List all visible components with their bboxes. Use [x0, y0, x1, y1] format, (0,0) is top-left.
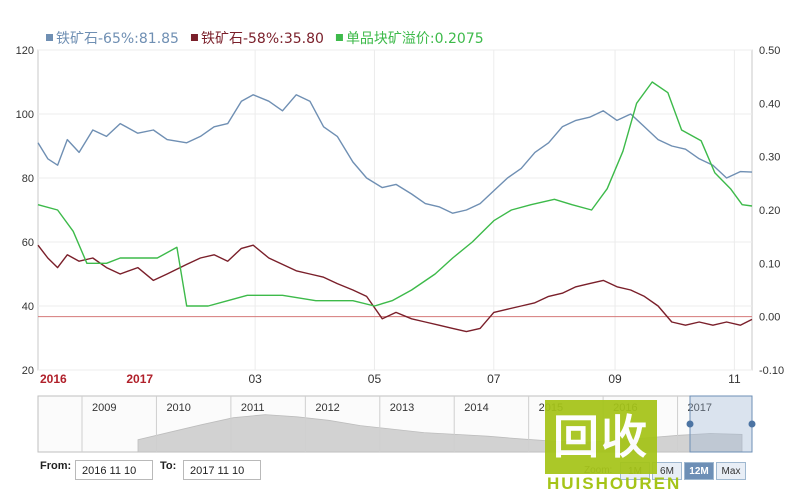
x-axis-tick-label: 03: [248, 372, 262, 386]
navigator-year-label: 2017: [688, 402, 712, 414]
navigator-year-label: 2011: [241, 402, 265, 414]
series-line-1: [37, 94, 753, 214]
grid: [38, 49, 752, 371]
right-axis-tick-label: 0.20: [759, 205, 780, 217]
zoom-max-button[interactable]: Max: [716, 462, 746, 480]
legend: 铁矿石-65%:81.85 铁矿石-58%:35.80 单品块矿溢价:0.2075: [46, 31, 484, 47]
series-line-2: [37, 244, 753, 333]
right-axis-tick-label: 0.50: [759, 45, 780, 57]
plot-border: [37, 49, 753, 371]
series-layer: [37, 81, 753, 333]
left-axis-tick-label: 20: [22, 365, 34, 377]
series-line-3: [37, 81, 753, 307]
from-date-input[interactable]: 2016 11 10: [75, 460, 153, 480]
left-axis-tick-label: 100: [16, 109, 34, 121]
zoom-12m-button[interactable]: 12M: [684, 462, 714, 480]
watermark-logo: 回收 HUISHOUREN: [545, 400, 755, 496]
legend-entry-2: 铁矿石-58%:35.80: [201, 31, 324, 47]
x-axis-tick-label: 07: [487, 372, 501, 386]
navigator-year-label: 2012: [315, 402, 339, 414]
legend-marker-3: [335, 34, 343, 41]
right-axis-tick-label: -0.10: [759, 365, 784, 377]
watermark-logo-box: 回收: [545, 400, 657, 474]
from-label: From:: [40, 460, 72, 472]
to-date-input[interactable]: 2017 11 10: [183, 460, 261, 480]
x-axis-year-label: 2017: [126, 372, 153, 386]
right-axis-tick-label: 0.00: [759, 312, 780, 324]
x-axis-tick-label: 05: [368, 372, 382, 386]
right-axis-tick-label: 0.10: [759, 258, 780, 270]
legend-marker-1: [46, 34, 53, 41]
navigator-year-label: 2014: [464, 402, 488, 414]
navigator-handle-right: [748, 420, 756, 428]
left-axis-tick-label: 40: [22, 301, 34, 313]
navigator-year-label: 2013: [390, 402, 414, 414]
axes: 120 100 80 60 40 20 0.50 0.40 0.30 0.20 0.10 0.00 -0…: [16, 45, 784, 386]
legend-marker-2: [190, 34, 198, 41]
right-axis-tick-label: 0.40: [759, 98, 780, 110]
legend-entry-1: 铁矿石-65%:81.85: [56, 31, 179, 47]
left-axis-tick-label: 120: [16, 45, 34, 57]
x-axis-tick-label: 11: [728, 372, 741, 386]
right-axis-tick-label: 0.30: [759, 152, 780, 164]
navigator-year-label: 2010: [166, 402, 190, 414]
plot-area: [37, 49, 753, 371]
x-axis-tick-label: 09: [608, 372, 622, 386]
left-axis-tick-label: 60: [22, 237, 34, 249]
x-axis-year-label: 2016: [40, 372, 67, 386]
legend-entry-3: 单品块矿溢价:0.2075: [346, 31, 484, 47]
navigator-year-label: 2009: [92, 402, 116, 414]
watermark-logo-subtitle: HUISHOUREN: [547, 474, 682, 493]
to-label: To:: [160, 460, 177, 472]
navigator-handle-left: [686, 420, 694, 428]
left-axis-tick-label: 80: [22, 173, 34, 185]
